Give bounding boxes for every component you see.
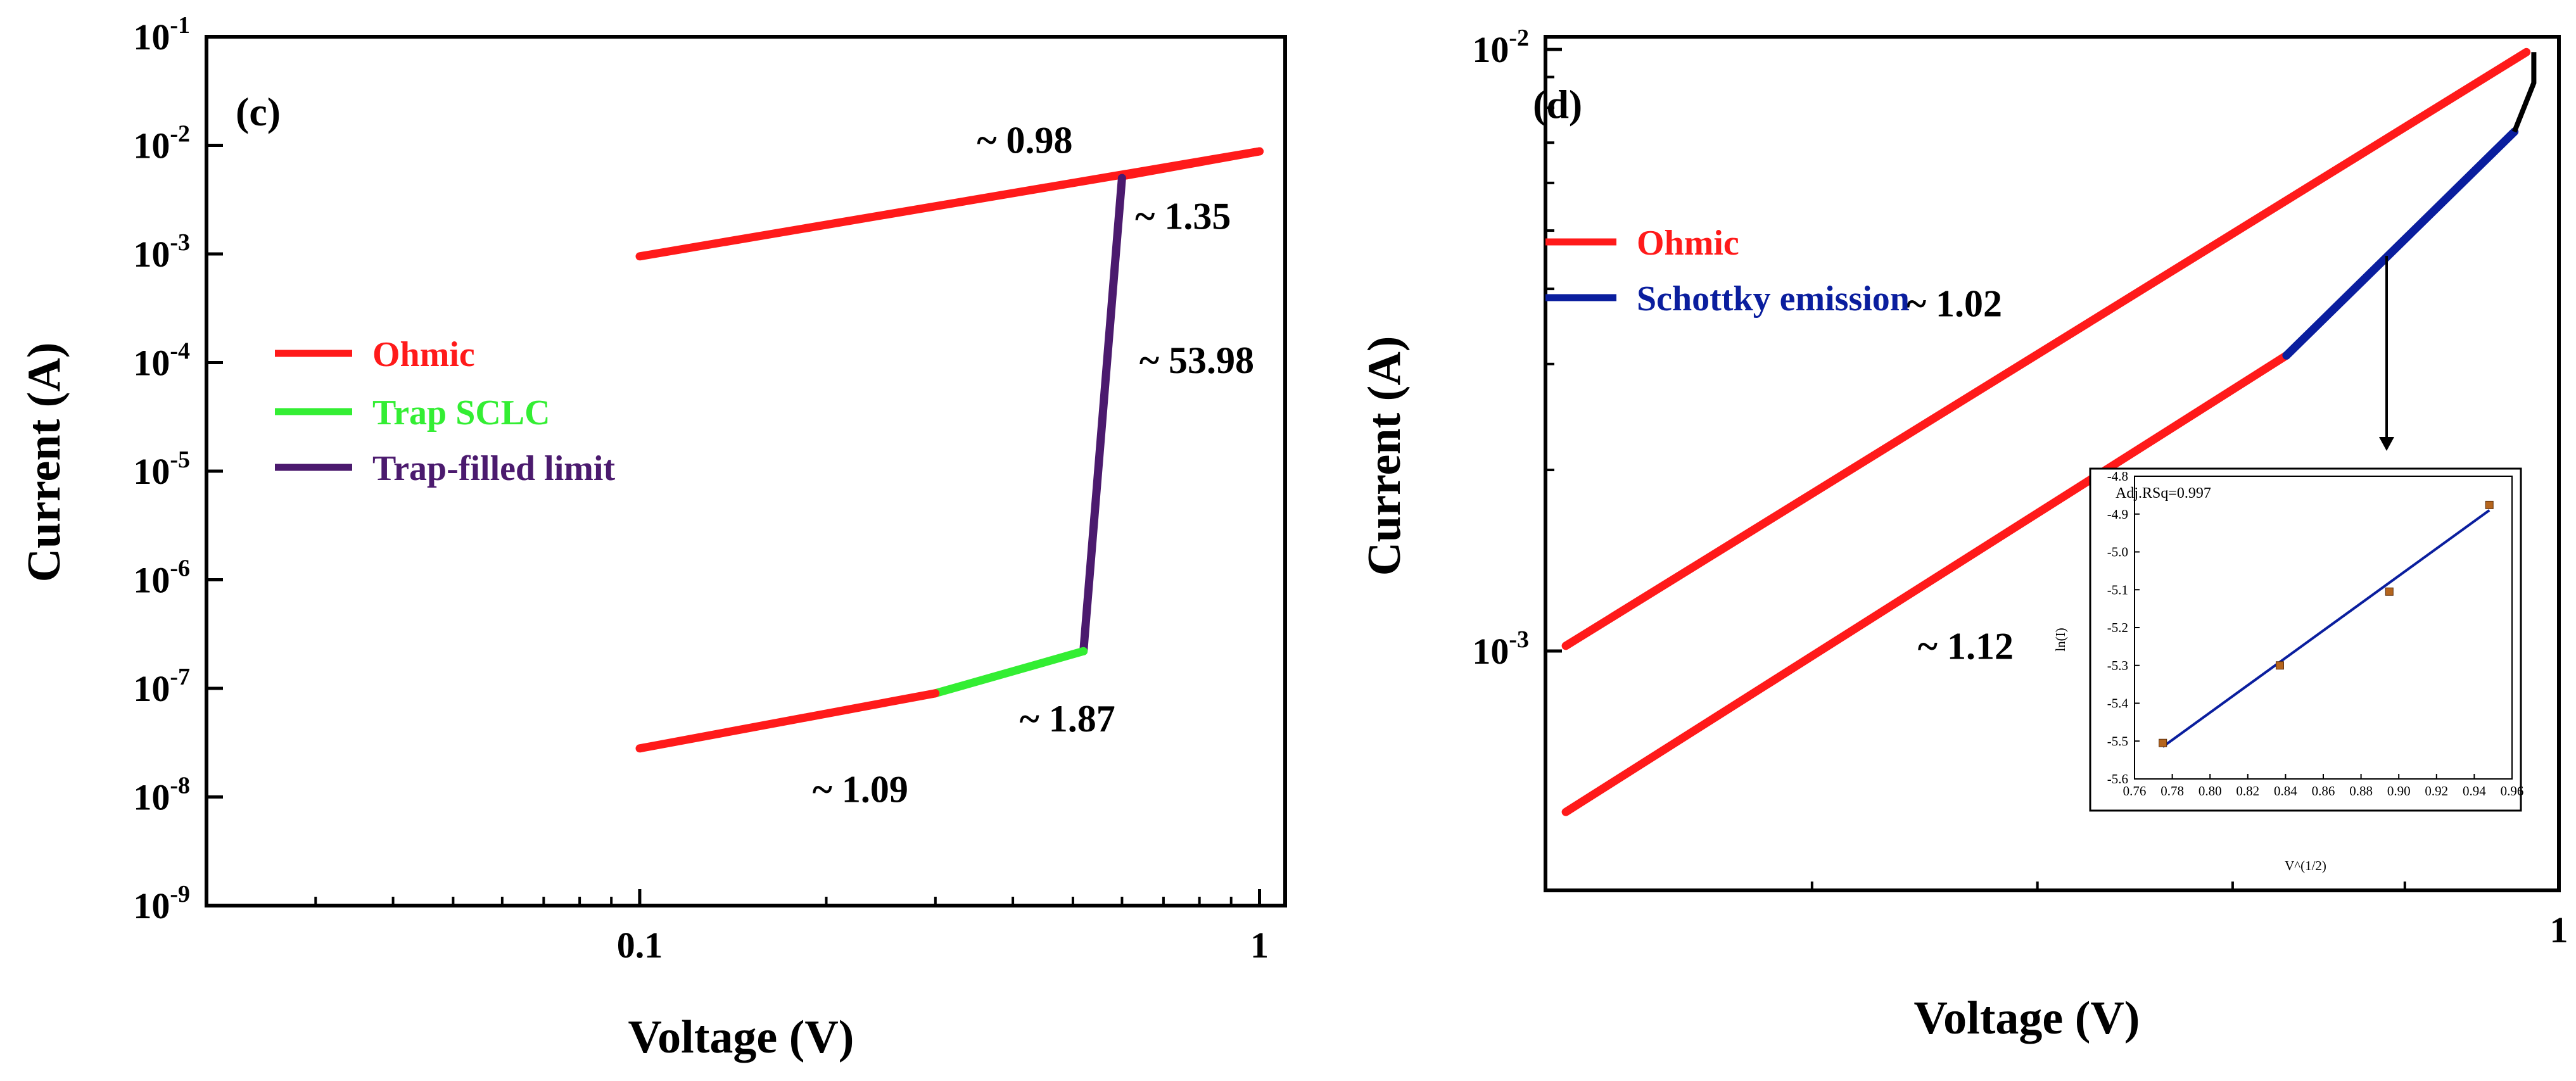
series-line <box>1079 174 1126 655</box>
inset-y-tick-label: -4.8 <box>2107 469 2128 484</box>
inset-y-axis-title: ln(I) <box>2053 628 2068 651</box>
panel-d-x-axis: 1 <box>1544 874 2568 951</box>
series-line <box>1561 351 2291 816</box>
inset-y-tick-label: -5.5 <box>2107 733 2128 749</box>
legend-label-ohmic: Ohmic <box>372 335 475 374</box>
inset-x-tick-label: 0.90 <box>2387 783 2411 799</box>
panel-d-plot-frame <box>1544 35 2561 892</box>
x-tick-label: 1 <box>1250 925 1269 966</box>
inset-data <box>2159 500 2494 748</box>
panel-d-x-axis-title: Voltage (V) <box>1914 992 2140 1044</box>
inset-y-tick-label: -5.1 <box>2107 582 2128 597</box>
slope-annotation: ~ 1.09 <box>813 768 908 810</box>
inset-frame <box>2089 467 2522 812</box>
inset-x-tick-label: 0.78 <box>2160 783 2184 799</box>
y-tick-label: 10-9 <box>133 881 190 926</box>
panel-d-series <box>1561 47 2537 816</box>
panel-d-legend: Ohmic Schottky emission <box>1545 224 1910 319</box>
inset-arrow <box>2379 256 2394 451</box>
inset-x-tick-label: 0.92 <box>2425 783 2448 799</box>
panel-c-y-axis-title: Current (A) <box>18 343 70 583</box>
legend-label-schottky: Schottky emission <box>1637 279 1910 319</box>
inset-x-tick-label: 0.88 <box>2349 783 2373 799</box>
series-line <box>931 647 1088 698</box>
y-tick-label: 10-4 <box>133 338 190 384</box>
y-tick-label: 10-3 <box>1472 626 1529 672</box>
inset-data-point <box>2275 661 2284 670</box>
y-tick-label: 10-2 <box>1472 25 1529 70</box>
inset-arrow-head <box>2379 437 2394 451</box>
x-tick-label: 0.1 <box>617 925 663 966</box>
slope-annotation: ~ 1.35 <box>1135 195 1231 237</box>
y-tick-label: 10-1 <box>133 12 190 58</box>
series-line <box>1117 147 1264 180</box>
panel-c-plot-frame <box>205 35 1287 907</box>
inset-x-tick-label: 0.94 <box>2463 783 2486 799</box>
panel-c-tag: (c) <box>236 89 281 134</box>
raw-data-line <box>2511 52 2537 133</box>
inset-plot: 0.76 0.78 0.80 0.82 0.84 0.86 0.88 0.90 0.92 0.94… <box>2053 467 2524 873</box>
inset-x-tick-label: 0.80 <box>2198 783 2222 799</box>
legend-label-trap-filled-limit: Trap-filled limit <box>372 449 615 488</box>
panel-c-x-axis-title: Voltage (V) <box>628 1011 854 1063</box>
panel-d: (d) 10-2 10-3 1 Voltage (V) Current (A) ~… <box>1359 25 2568 1044</box>
y-tick-label: 10-3 <box>133 229 190 275</box>
inset-x-tick-label: 0.86 <box>2312 783 2335 799</box>
panel-d-y-axis-title: Current (A) <box>1359 336 1411 576</box>
inset-axes: 0.76 0.78 0.80 0.82 0.84 0.86 0.88 0.90 0.92 0.94… <box>2107 469 2524 799</box>
slope-annotation: ~ 0.98 <box>977 120 1072 161</box>
inset-data-point <box>2485 500 2494 509</box>
inset-x-axis-title: V^(1/2) <box>2285 858 2326 873</box>
y-tick-label: 10-5 <box>133 446 190 492</box>
panel-d-annotations: ~ 1.02 ~ 1.12 <box>1907 283 2014 667</box>
panel-c-annotations: ~ 0.98 ~ 1.35 ~ 53.98 ~ 1.87 ~ 1.09 <box>813 120 1254 811</box>
inset-title: Adj.RSq=0.997 <box>2116 485 2211 502</box>
inset-data-point <box>2159 738 2167 747</box>
panel-d-tag: (d) <box>1533 82 1582 127</box>
panel-c-y-axis: 10-1 10-2 10-3 10-4 10-5 10-6 10-7 10-8 10-9 <box>133 12 223 926</box>
slope-annotation: ~ 1.87 <box>1020 698 1115 740</box>
inset-y-tick-label: -5.0 <box>2107 545 2128 560</box>
inset-y-tick-label: -5.2 <box>2107 620 2128 635</box>
inset-y-tick-label: -4.9 <box>2107 507 2128 522</box>
x-tick-label: 1 <box>2550 909 2568 951</box>
series-line <box>1561 47 2531 650</box>
series-line <box>635 689 940 753</box>
inset-data-point <box>2385 587 2394 596</box>
inset-x-tick-label: 0.76 <box>2123 783 2147 799</box>
panel-d-y-axis: 10-2 10-3 <box>1472 25 1562 672</box>
slope-annotation: ~ 1.12 <box>1918 626 2014 667</box>
legend-label-ohmic-d: Ohmic <box>1637 224 1739 263</box>
series-line <box>2282 127 2519 360</box>
inset-y-tick-label: -5.6 <box>2107 771 2128 787</box>
y-tick-label: 10-7 <box>133 664 190 709</box>
inset-y-tick-label: -5.4 <box>2107 696 2129 711</box>
y-tick-label: 10-8 <box>133 773 190 818</box>
slope-annotation: ~ 1.02 <box>1907 283 2002 325</box>
panel-c: (c) 10-1 10-2 10-3 10-4 10-5 10-6 10-7 10-8 10-9… <box>18 12 1287 1063</box>
inset-x-tick-label: 0.84 <box>2274 783 2297 799</box>
panel-c-x-axis: 0.1 1 <box>205 889 1269 966</box>
panel-c-legend: Ohmic Trap SCLC Trap-filled limit <box>275 335 615 488</box>
slope-annotation: ~ 53.98 <box>1139 339 1254 381</box>
inset-y-tick-label: -5.3 <box>2107 658 2128 673</box>
panel-c-series <box>635 147 1264 753</box>
inset-x-tick-label: 0.82 <box>2236 783 2259 799</box>
y-tick-label: 10-6 <box>133 555 190 601</box>
y-tick-label: 10-2 <box>133 121 190 167</box>
legend-label-trap-sclc: Trap SCLC <box>372 393 550 433</box>
inset-fit-line <box>2162 509 2490 748</box>
inset-x-tick-label: 0.96 <box>2501 783 2524 799</box>
